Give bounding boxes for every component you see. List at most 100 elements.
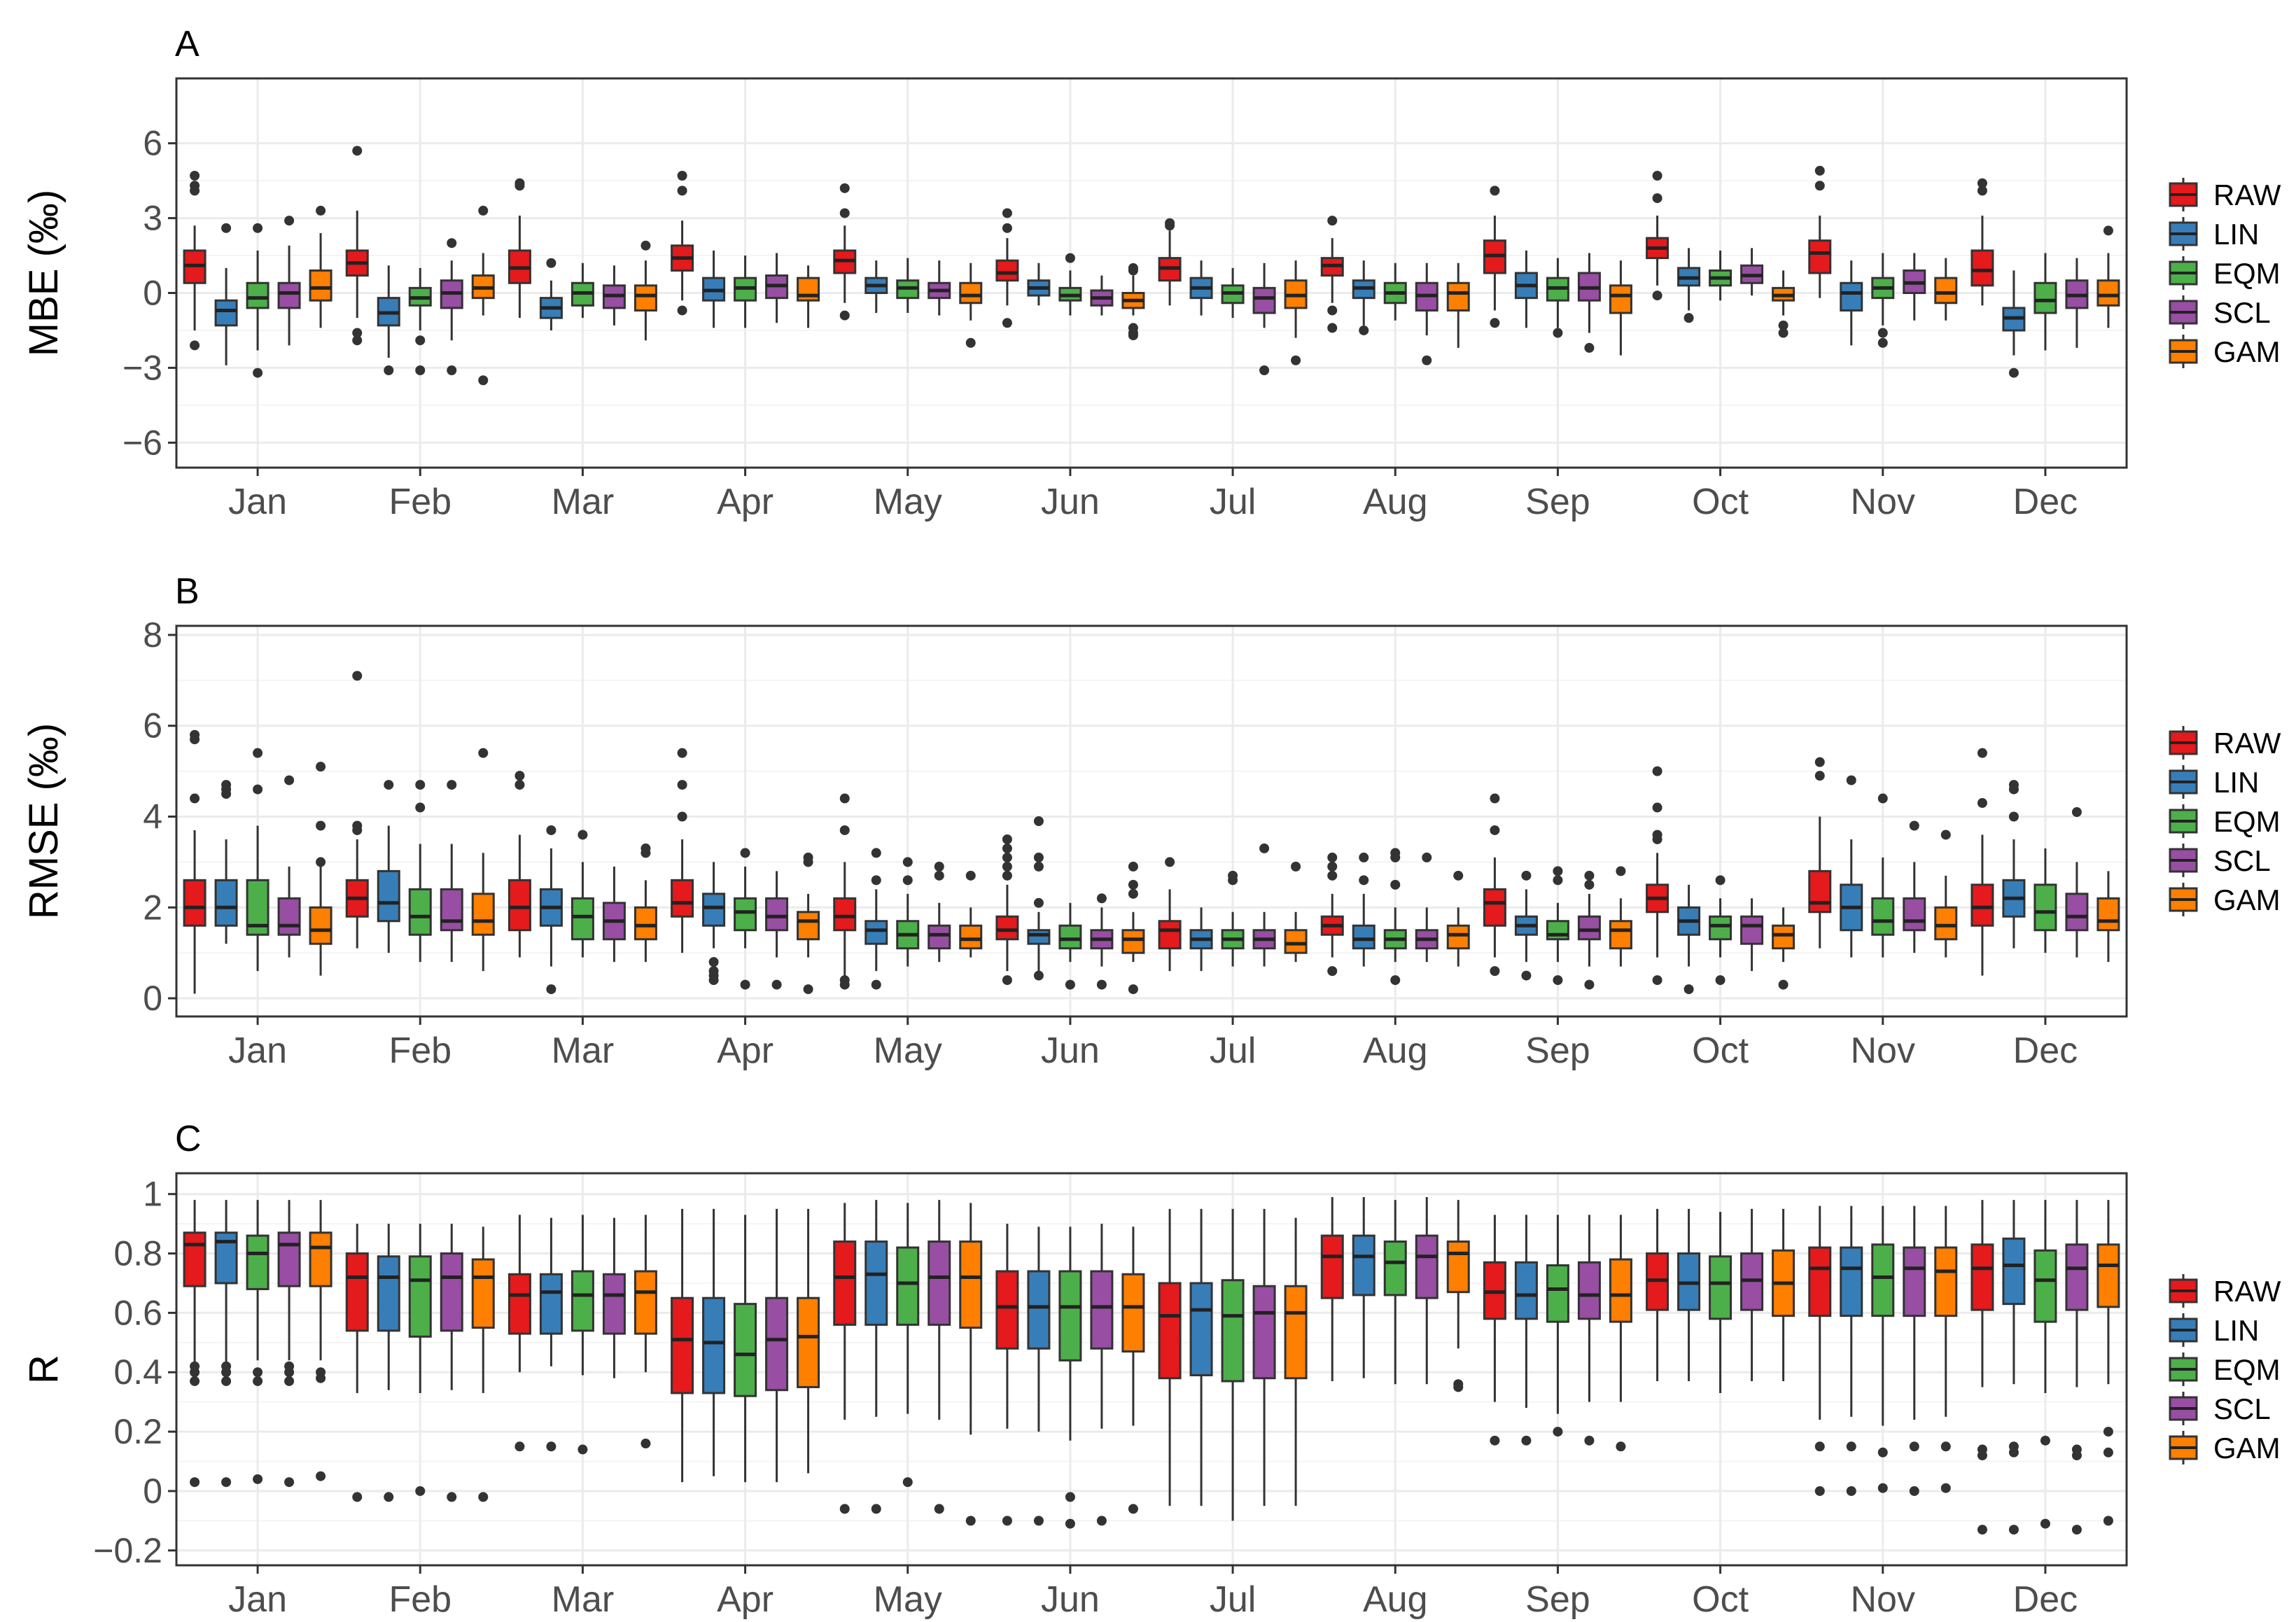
- outlier-point: [1553, 1427, 1563, 1437]
- box-lin-mar: [539, 258, 563, 330]
- outlier-point: [284, 1477, 295, 1488]
- x-tick-label-apr: Apr: [717, 1030, 774, 1071]
- outlier-point: [1715, 875, 1726, 886]
- box-body: [1709, 915, 1732, 941]
- outlier-point: [1002, 843, 1012, 853]
- box-eqm-feb: [408, 780, 432, 963]
- outlier-point: [677, 811, 687, 822]
- box-body: [539, 1273, 563, 1335]
- box-eqm-mar: [570, 830, 594, 958]
- outlier-point: [839, 975, 850, 986]
- outlier-point: [221, 223, 232, 233]
- x-tick-label-apr: Apr: [717, 1579, 774, 1620]
- x-tick-label-oct: Oct: [1692, 1030, 1749, 1071]
- outlier-point: [253, 1367, 263, 1378]
- legend-label: EQM: [2213, 257, 2281, 290]
- outlier-point: [1877, 1447, 1888, 1457]
- outlier-point: [352, 820, 363, 831]
- y-tick-label: 8: [143, 615, 162, 655]
- box-raw-may: [833, 793, 857, 990]
- box-eqm-sep: [1546, 1215, 1569, 1437]
- x-tick-label-mar: Mar: [552, 1030, 615, 1071]
- legend-label: SCL: [2213, 1392, 2271, 1425]
- box-scl-nov: [1903, 1205, 1926, 1496]
- outlier-point: [316, 1471, 326, 1481]
- x-tick-label-mar: Mar: [552, 1579, 615, 1620]
- box-gam-sep: [1609, 1215, 1632, 1452]
- box-scl-aug: [1415, 263, 1438, 365]
- box-raw-nov: [1808, 757, 1832, 949]
- box-body: [1609, 920, 1632, 950]
- legend-item-lin: LIN: [2169, 1313, 2259, 1347]
- outlier-point: [1327, 870, 1338, 881]
- box-raw-jan: [183, 729, 206, 994]
- x-tick-label-jul: Jul: [1210, 1579, 1256, 1620]
- legend-item-raw: RAW: [2169, 726, 2281, 760]
- outlier-point: [902, 875, 913, 886]
- outlier-point: [1128, 879, 1138, 890]
- box-scl-apr: [765, 253, 789, 323]
- box-scl-jan: [277, 775, 301, 958]
- outlier-point: [2103, 1427, 2113, 1437]
- box-eqm-oct: [1709, 250, 1732, 301]
- box-eqm-may: [896, 1203, 920, 1488]
- box-eqm-feb: [408, 1224, 432, 1496]
- box-raw-nov: [1808, 165, 1832, 298]
- box-gam-may: [959, 263, 983, 348]
- outlier-point: [1453, 870, 1464, 881]
- box-body: [471, 1258, 495, 1329]
- outlier-point: [284, 1376, 295, 1386]
- outlier-point: [1359, 875, 1369, 886]
- plot-frame: [175, 624, 2128, 1018]
- box-body: [1121, 1273, 1145, 1353]
- box-body: [959, 924, 983, 950]
- x-tick-label-nov: Nov: [1851, 1579, 1915, 1620]
- outlier-point: [253, 1474, 263, 1484]
- box-body: [507, 879, 531, 932]
- box-lin-oct: [1677, 884, 1701, 995]
- legend-item-gam: GAM: [2169, 335, 2281, 368]
- box-lin-sep: [1514, 1215, 1538, 1446]
- box-raw-mar: [507, 178, 531, 319]
- x-tick-label-dec: Dec: [2013, 482, 2078, 522]
- outlier-point: [965, 870, 976, 881]
- outlier-point: [1065, 1518, 1075, 1529]
- outlier-point: [1327, 966, 1338, 977]
- outlier-point: [1033, 897, 1044, 908]
- box-body: [570, 1270, 594, 1332]
- outlier-point: [1096, 1516, 1107, 1526]
- box-body: [2096, 897, 2120, 932]
- box-eqm-nov: [1871, 1205, 1895, 1493]
- box-eqm-apr: [734, 256, 757, 328]
- box-raw-apr: [671, 748, 694, 953]
- x-tick-label-feb: Feb: [388, 1579, 451, 1620]
- outlier-point: [1715, 975, 1726, 986]
- box-eqm-jul: [1221, 1208, 1245, 1521]
- outlier-point: [2008, 811, 2019, 822]
- box-body: [1871, 1243, 1895, 1317]
- box-eqm-jan: [246, 223, 270, 378]
- outlier-point: [1291, 861, 1301, 872]
- box-body: [1027, 1270, 1051, 1350]
- box-body: [797, 1296, 820, 1388]
- outlier-point: [677, 780, 687, 790]
- box-lin-nov: [1840, 1205, 1863, 1496]
- box-lin-jul: [1189, 1208, 1213, 1506]
- box-body: [277, 897, 301, 936]
- outlier-point: [578, 830, 588, 840]
- box-lin-may: [864, 848, 888, 990]
- box-raw-aug: [1320, 852, 1344, 977]
- outlier-point: [1846, 775, 1856, 785]
- box-gam-feb: [471, 1226, 495, 1502]
- outlier-point: [190, 171, 200, 181]
- outlier-point: [1033, 970, 1044, 981]
- outlier-point: [284, 1361, 295, 1371]
- x-tick-label-aug: Aug: [1363, 1579, 1428, 1620]
- outlier-point: [1490, 966, 1500, 977]
- legend-label: EQM: [2213, 1353, 2281, 1386]
- box-lin-nov: [1840, 260, 1863, 346]
- box-scl-may: [927, 861, 951, 963]
- box-gam-mar: [634, 1215, 657, 1449]
- outlier-point: [1584, 1435, 1595, 1446]
- box-gam-jan: [309, 1200, 332, 1481]
